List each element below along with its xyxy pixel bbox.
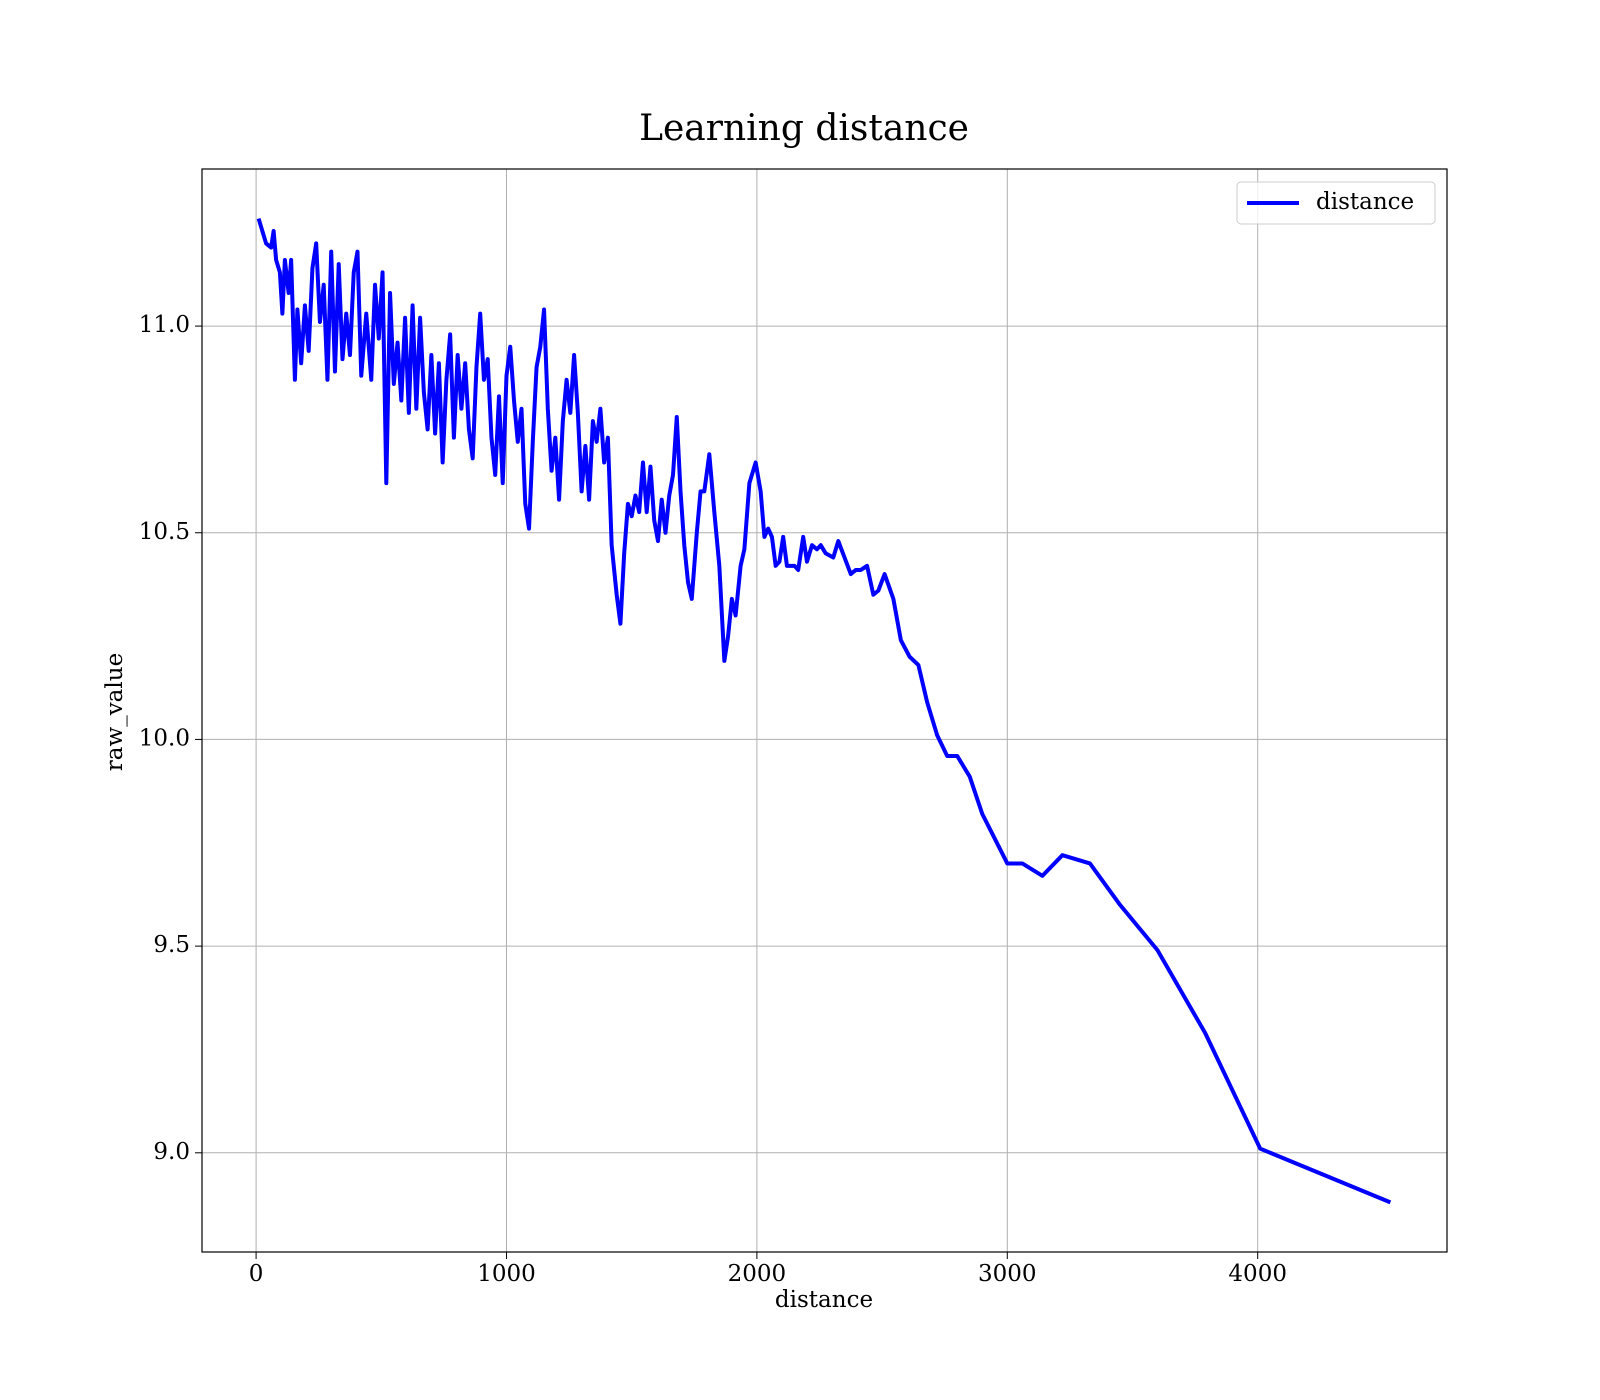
y-axis-label: raw_value — [102, 653, 128, 771]
legend-label: distance — [1316, 189, 1414, 215]
x-tick-label: 4000 — [1228, 1261, 1287, 1287]
y-tick-label: 9.5 — [153, 932, 190, 958]
axes-frame — [201, 168, 1448, 1253]
legend-box — [1236, 181, 1436, 225]
y-tick-label: 11.0 — [139, 312, 190, 338]
chart-title: Learning distance — [639, 108, 969, 149]
x-tick-label: 0 — [249, 1261, 264, 1287]
data-line — [256, 218, 1392, 1205]
y-tick-label: 10.0 — [139, 725, 190, 751]
y-tick-label: 10.5 — [139, 519, 190, 545]
x-axis-label: distance — [775, 1287, 873, 1313]
x-tick-label: 3000 — [978, 1261, 1037, 1287]
x-tick-label: 2000 — [728, 1261, 787, 1287]
y-tick-label: 9.0 — [153, 1139, 190, 1165]
x-tick-label: 1000 — [477, 1261, 536, 1287]
